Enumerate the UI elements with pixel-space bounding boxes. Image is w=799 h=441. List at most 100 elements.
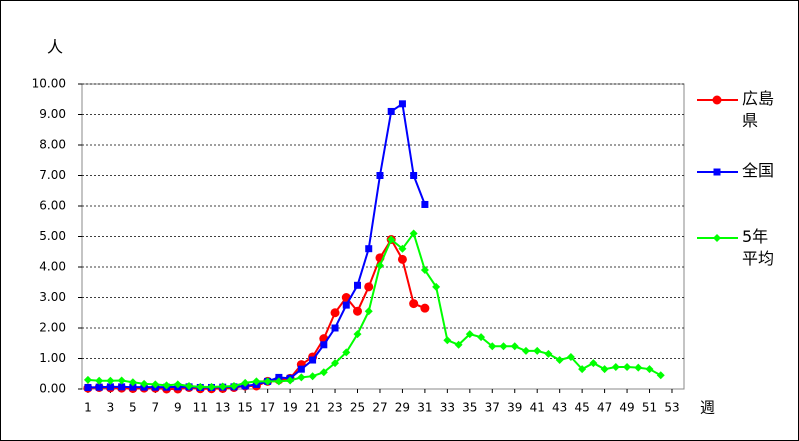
x-tick-label: 5 <box>129 401 137 415</box>
point <box>331 324 339 332</box>
point <box>611 363 620 372</box>
x-tick-label: 37 <box>485 401 500 415</box>
point <box>229 381 238 390</box>
point <box>353 306 363 316</box>
legend-label: 広島県 <box>742 89 775 130</box>
y-tick-label: 3.00 <box>39 290 66 304</box>
x-tick-label: 27 <box>372 401 387 415</box>
point <box>656 371 665 380</box>
x-tick-label: 7 <box>152 401 160 415</box>
point <box>387 107 395 115</box>
x-tick-label: 51 <box>642 401 657 415</box>
point <box>589 359 598 368</box>
point <box>420 266 429 275</box>
point <box>140 379 149 388</box>
point <box>331 359 340 368</box>
y-tick-label: 7.00 <box>39 168 66 182</box>
point <box>218 382 227 391</box>
point <box>398 244 407 253</box>
x-tick-label: 3 <box>107 401 115 415</box>
y-tick-label: 9.00 <box>39 107 66 121</box>
point <box>409 299 419 309</box>
point <box>510 342 519 351</box>
point <box>600 365 609 374</box>
point <box>634 363 643 372</box>
point <box>106 383 114 391</box>
point <box>376 172 384 179</box>
point <box>173 380 182 389</box>
point <box>207 382 216 391</box>
x-tick-label: 39 <box>507 401 522 415</box>
x-tick-label: 9 <box>174 401 182 415</box>
point <box>398 100 406 108</box>
point <box>297 365 305 373</box>
point <box>421 200 429 208</box>
x-tick-label: 31 <box>417 401 432 415</box>
point <box>488 342 497 351</box>
point <box>252 377 261 386</box>
point <box>84 383 92 391</box>
point <box>342 301 350 309</box>
point <box>106 376 115 385</box>
point <box>95 383 103 391</box>
x-tick-label: 19 <box>282 401 297 415</box>
point <box>410 172 418 179</box>
x-tick-label: 17 <box>260 401 275 415</box>
x-axis-label: 週 <box>700 399 715 417</box>
point <box>297 373 306 382</box>
point <box>409 229 418 238</box>
point <box>95 376 104 385</box>
point <box>274 377 283 386</box>
point <box>129 383 137 391</box>
legend-label: 5年平均 <box>742 227 775 268</box>
point <box>432 282 441 291</box>
point <box>118 383 126 391</box>
point <box>443 336 452 345</box>
x-tick-label: 53 <box>664 401 679 415</box>
y-tick-label: 6.00 <box>39 199 66 213</box>
x-tick-label: 41 <box>530 401 545 415</box>
x-tick-label: 35 <box>462 401 477 415</box>
y-tick-label: 1.00 <box>39 351 66 365</box>
point <box>286 376 295 385</box>
x-tick-label: 47 <box>597 401 612 415</box>
point <box>241 378 250 387</box>
x-tick-label: 23 <box>327 401 342 415</box>
point <box>544 349 553 358</box>
point <box>365 245 373 253</box>
legend-marker <box>713 168 721 176</box>
legend-label: 全国 <box>742 161 775 180</box>
point <box>533 346 542 355</box>
point <box>454 340 463 349</box>
point <box>645 365 654 374</box>
series-line <box>87 231 662 388</box>
y-tick-label: 10.00 <box>32 77 66 91</box>
point <box>319 368 328 377</box>
x-tick-label: 21 <box>305 401 320 415</box>
point <box>128 378 137 387</box>
x-tick-label: 13 <box>215 401 230 415</box>
x-tick-label: 1 <box>84 401 92 415</box>
x-tick-label: 45 <box>574 401 589 415</box>
y-axis-label: 人 <box>47 38 63 57</box>
point <box>263 377 272 386</box>
x-tick-label: 43 <box>552 401 567 415</box>
point <box>196 382 205 391</box>
point <box>521 346 530 355</box>
point <box>83 375 92 384</box>
point <box>578 365 587 374</box>
x-tick-label: 29 <box>395 401 410 415</box>
x-tick-label: 33 <box>440 401 455 415</box>
legend-marker <box>712 95 722 105</box>
point <box>353 330 362 339</box>
point <box>465 330 474 339</box>
y-tick-label: 8.00 <box>39 138 66 152</box>
point <box>375 261 384 270</box>
point <box>342 348 351 357</box>
x-tick-label: 25 <box>350 401 365 415</box>
point <box>320 341 328 349</box>
y-tick-label: 2.00 <box>39 321 66 335</box>
